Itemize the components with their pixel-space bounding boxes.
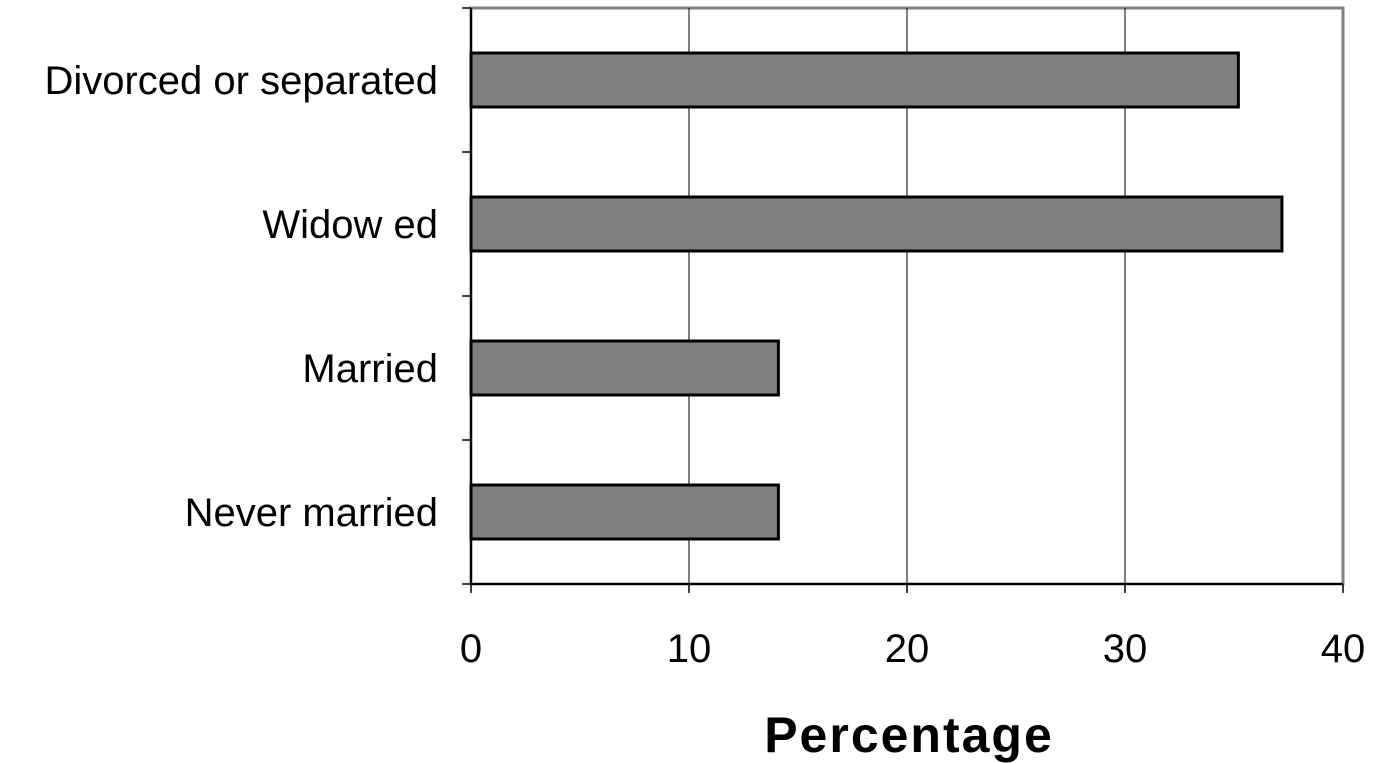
x-tick-label: 40 bbox=[1321, 627, 1366, 671]
y-category-label: Married bbox=[302, 347, 438, 391]
bar bbox=[469, 339, 780, 397]
bar bbox=[469, 483, 780, 541]
x-tick-label: 30 bbox=[1103, 627, 1148, 671]
x-axis-title: Percentage bbox=[764, 707, 1054, 763]
x-axis-ticks: 0 10 20 30 40 bbox=[460, 584, 1365, 671]
bar-series bbox=[469, 51, 1284, 541]
y-category-label: Never married bbox=[185, 491, 438, 535]
x-tick-label: 0 bbox=[460, 627, 482, 671]
y-axis-category-labels: Divorced or separated Widow ed Married Neve… bbox=[44, 59, 438, 535]
bar bbox=[469, 51, 1240, 109]
bar bbox=[469, 195, 1284, 253]
x-tick-label: 10 bbox=[667, 627, 712, 671]
y-category-label: Divorced or separated bbox=[44, 59, 438, 103]
y-category-label: Widow ed bbox=[262, 203, 438, 247]
x-tick-label: 20 bbox=[885, 627, 930, 671]
